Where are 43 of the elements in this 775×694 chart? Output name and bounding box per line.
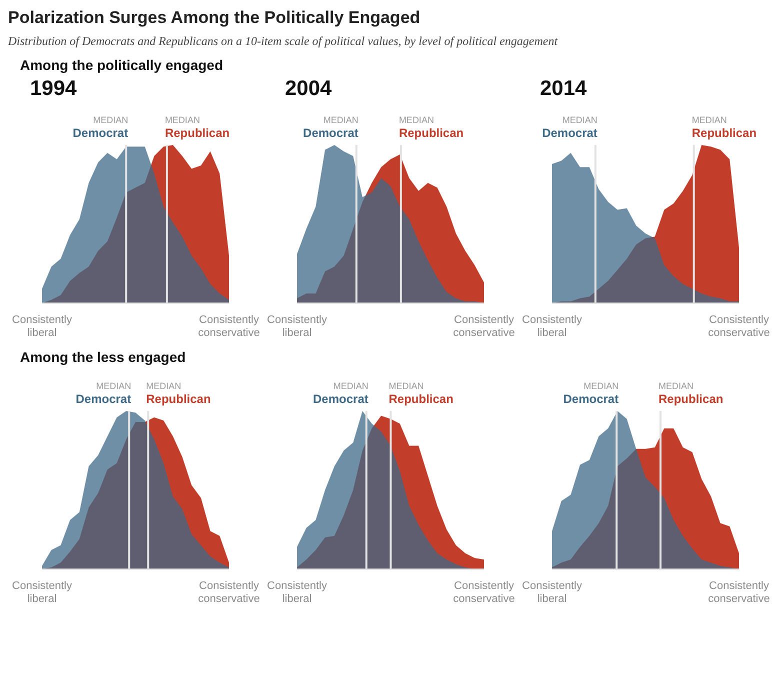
series-label: Republican: [388, 392, 454, 406]
series-label: Republican: [398, 126, 464, 140]
x-tick-label: Consistently conservative: [453, 314, 515, 339]
series-label: Republican: [692, 126, 757, 140]
text: Among the politically engaged: [20, 57, 224, 75]
series-label: Democrat: [313, 392, 368, 406]
text: MEDIAN: [333, 381, 368, 391]
x-tick-label: Consistently liberal: [267, 314, 328, 339]
x-tick-label: Consistently conservative: [198, 314, 260, 339]
text: Polarization Surges Among the Politically Engaged: [8, 8, 422, 28]
x-tick-label: Consistently liberal: [12, 314, 72, 339]
text: Distribution of Democrats and Republicans on a 10-item scale of political values, by level of political engagement: [8, 34, 559, 49]
x-tick-label: Consistently conservative: [708, 314, 770, 339]
chart-title: 2014: [540, 77, 588, 102]
text: MEDIAN: [658, 381, 694, 391]
series-label: Democrat: [542, 126, 598, 140]
text: MEDIAN: [164, 115, 200, 125]
x-tick-label: Consistently liberal: [267, 580, 328, 605]
x-tick-label: Consistently conservative: [708, 580, 770, 605]
x-tick-label: Consistently conservative: [198, 580, 260, 605]
text: MEDIAN: [93, 115, 128, 125]
text: MEDIAN: [584, 381, 619, 391]
text: MEDIAN: [398, 115, 434, 125]
series-label: Democrat: [563, 392, 619, 406]
text: MEDIAN: [562, 115, 598, 125]
text: Among the less engaged: [20, 349, 187, 367]
text: MEDIAN: [388, 381, 424, 391]
x-tick-label: Consistently liberal: [522, 580, 582, 605]
chart-title: 2004: [285, 77, 333, 102]
series-label: Democrat: [76, 392, 132, 406]
text: MEDIAN: [692, 115, 727, 125]
text: MEDIAN: [323, 115, 358, 125]
x-tick-label: Consistently liberal: [12, 580, 72, 605]
x-tick-label: Consistently conservative: [453, 580, 515, 605]
series-label: Republican: [164, 126, 230, 140]
series-label: Democrat: [72, 126, 128, 140]
series-label: Republican: [658, 392, 724, 406]
text: MEDIAN: [146, 381, 182, 391]
chart-title: 1994: [30, 77, 78, 102]
series-label: Republican: [146, 392, 211, 406]
text: MEDIAN: [96, 381, 132, 391]
series-label: Democrat: [303, 126, 358, 140]
x-tick-label: Consistently liberal: [522, 314, 582, 339]
